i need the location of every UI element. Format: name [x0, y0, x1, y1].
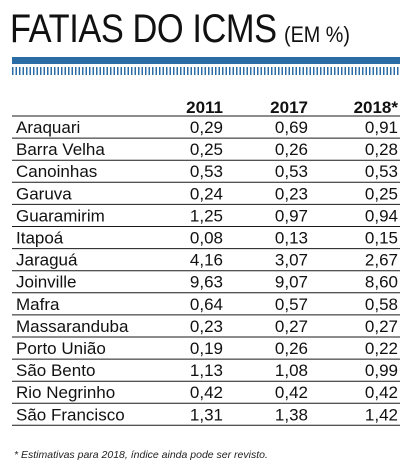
value-cell: 1,38 — [275, 405, 308, 424]
value-cell: 0,08 — [190, 229, 223, 248]
value-cell: 0,42 — [365, 383, 398, 402]
value-cell: 0,53 — [190, 162, 223, 181]
column-header: 2011 — [186, 98, 223, 117]
value-cell: 1,08 — [275, 361, 308, 380]
city-label: Barra Velha — [16, 140, 105, 159]
city-label: Joinville — [16, 273, 76, 292]
city-label: Guaramirim — [16, 206, 105, 225]
city-label: São Francisco — [16, 405, 125, 424]
value-cell: 0,97 — [275, 206, 308, 225]
city-label: Canoinhas — [16, 162, 97, 181]
city-label: Porto União — [16, 339, 106, 358]
value-cell: 0,29 — [190, 118, 223, 137]
column-header: 2018* — [354, 98, 399, 117]
value-cell: 0,27 — [365, 317, 398, 336]
value-cell: 0,26 — [275, 339, 308, 358]
value-cell: 0,94 — [365, 206, 398, 225]
value-cell: 0,91 — [365, 118, 398, 137]
value-cell: 0,13 — [275, 229, 308, 248]
value-cell: 0,69 — [275, 118, 308, 137]
value-cell: 0,58 — [365, 295, 398, 314]
city-label: Rio Negrinho — [16, 383, 115, 402]
accent-band — [12, 57, 400, 64]
value-cell: 0,23 — [275, 184, 308, 203]
value-cell: 0,99 — [365, 361, 398, 380]
value-cell: 0,15 — [365, 229, 398, 248]
value-cell: 9,07 — [275, 273, 308, 292]
value-cell: 0,27 — [275, 317, 308, 336]
value-cell: 0,53 — [275, 162, 308, 181]
city-label: Massaranduba — [16, 317, 129, 336]
value-cell: 1,31 — [190, 405, 223, 424]
title-main: FATIAS DO ICMS — [10, 7, 277, 51]
value-cell: 9,63 — [190, 273, 223, 292]
value-cell: 0,23 — [190, 317, 223, 336]
value-cell: 0,57 — [275, 295, 308, 314]
value-cell: 0,25 — [365, 184, 398, 203]
value-cell: 0,42 — [275, 383, 308, 402]
city-label: Garuva — [16, 184, 72, 203]
value-cell: 1,13 — [190, 361, 223, 380]
value-cell: 3,07 — [275, 251, 308, 270]
value-cell: 0,24 — [190, 184, 223, 203]
value-cell: 0,64 — [190, 295, 223, 314]
value-cell: 0,26 — [275, 140, 308, 159]
value-cell: 8,60 — [365, 273, 398, 292]
city-label: Itapoá — [16, 229, 64, 248]
footnote: * Estimativas para 2018, índice ainda po… — [14, 449, 268, 461]
value-cell: 0,25 — [190, 140, 223, 159]
value-cell: 0,53 — [365, 162, 398, 181]
chart-title: FATIAS DO ICMS (EM %) — [10, 4, 357, 54]
value-cell: 0,22 — [365, 339, 398, 358]
value-cell: 0,19 — [190, 339, 223, 358]
accent-tick-band — [12, 67, 400, 75]
city-label: Jaraguá — [16, 251, 78, 270]
value-cell: 4,16 — [190, 251, 223, 270]
column-header: 2017 — [270, 98, 308, 117]
title-unit: (EM %) — [284, 22, 351, 47]
value-cell: 1,42 — [365, 405, 398, 424]
city-label: Araquari — [16, 118, 80, 137]
city-label: Mafra — [16, 295, 60, 314]
value-cell: 2,67 — [365, 251, 398, 270]
value-cell: 1,25 — [190, 206, 223, 225]
city-label: São Bento — [16, 361, 95, 380]
value-cell: 0,28 — [365, 140, 398, 159]
value-cell: 0,42 — [190, 383, 223, 402]
